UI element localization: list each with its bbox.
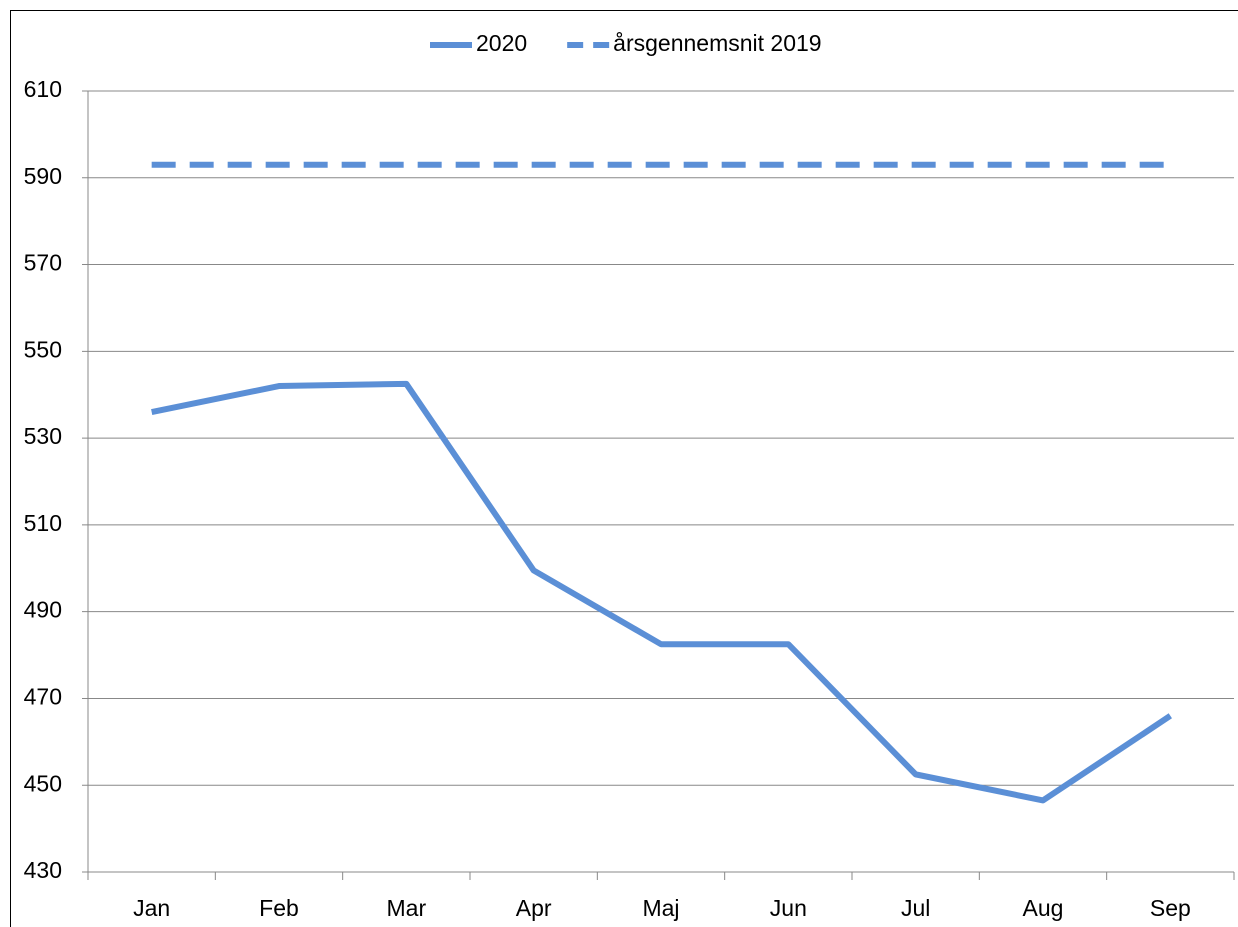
legend-label: årsgennemsnit 2019 [613,30,821,56]
y-tick-label: 530 [24,423,62,449]
x-tick-label: Sep [1150,895,1191,921]
x-tick-label: Aug [1023,895,1064,921]
x-tick-label: Jan [133,895,170,921]
y-tick-label: 590 [24,163,62,189]
x-tick-label: Maj [642,895,679,921]
y-tick-label: 550 [24,336,62,362]
x-tick-label: Apr [516,895,552,921]
y-tick-label: 430 [24,857,62,883]
series-line [151,380,1172,804]
x-tick-label: Feb [259,895,299,921]
chart-frame [10,10,1238,927]
x-tick-label: Mar [387,895,427,921]
y-tick-label: 470 [24,684,62,710]
y-tick-label: 510 [24,510,62,536]
y-tick-label: 570 [24,250,62,276]
x-tick-label: Jun [770,895,807,921]
x-tick-label: Jul [901,895,930,921]
y-tick-label: 450 [24,770,62,796]
legend-label: 2020 [476,30,527,56]
y-tick-label: 610 [24,76,62,102]
y-tick-label: 490 [24,597,62,623]
